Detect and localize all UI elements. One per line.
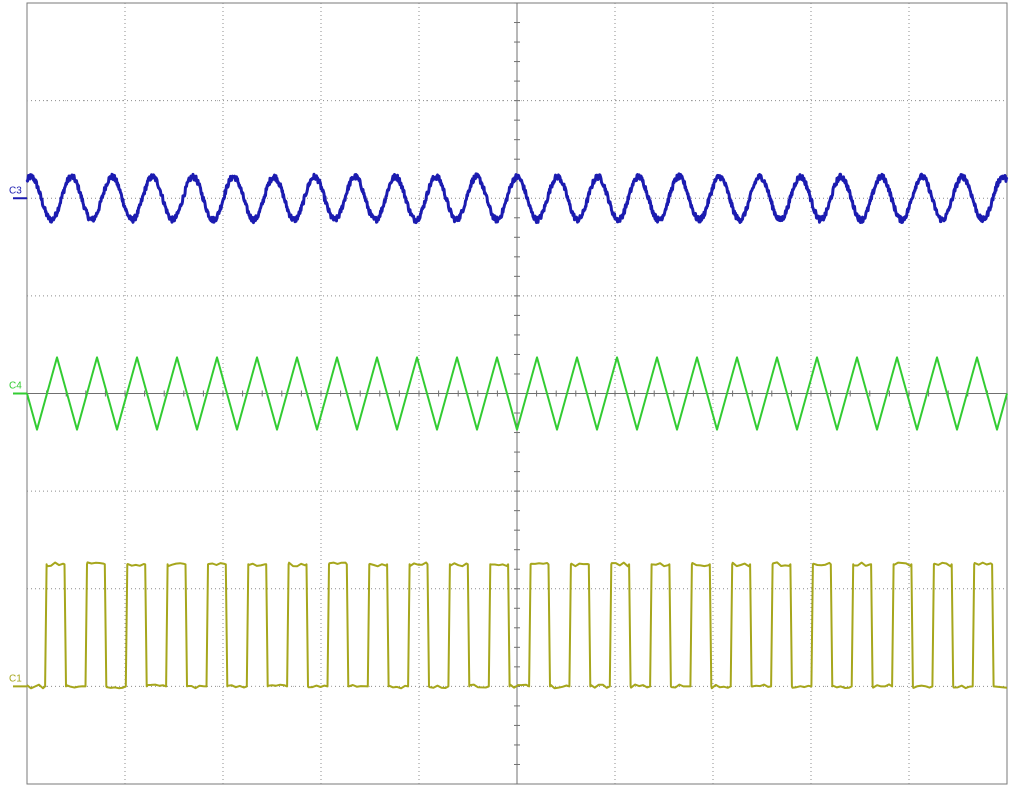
trace-c4	[26, 356, 1008, 431]
channel-label-c4: C4	[9, 381, 22, 392]
trace-c3	[25, 172, 1009, 225]
channel-label-c1: C1	[9, 673, 22, 684]
channel-labels: C3 C4 C1	[9, 185, 27, 688]
channel-label-c3: C3	[9, 185, 22, 196]
trace-c1	[26, 561, 1008, 690]
waveform-traces	[25, 172, 1009, 690]
graticule	[26, 2, 1008, 785]
